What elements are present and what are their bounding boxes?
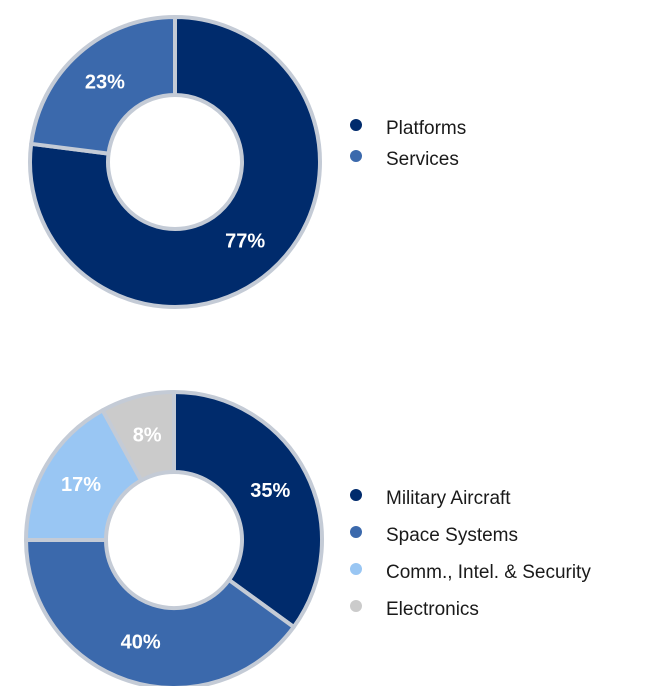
slice-label-space-systems: 40% xyxy=(121,632,161,654)
legend-item-military-aircraft: Military Aircraft xyxy=(350,488,591,510)
legend-label-platforms: Platforms xyxy=(386,118,467,139)
legend-label-space-systems: Space Systems xyxy=(386,525,518,546)
legend-segments: Platforms Services xyxy=(350,118,466,171)
legend-item-services: Services xyxy=(350,149,466,171)
legend-label-comm-intel-security: Comm., Intel. & Security xyxy=(386,562,591,583)
slice-comm-intel-security xyxy=(24,408,144,542)
slice-services xyxy=(29,15,177,156)
legend-label-electronics: Electronics xyxy=(386,599,479,620)
slice-label-comm-intel-security: 17% xyxy=(61,474,101,496)
legend-marker-services xyxy=(350,150,362,162)
slice-electronics xyxy=(100,390,176,483)
slice-space-systems xyxy=(24,538,296,686)
slice-label-electronics: 8% xyxy=(133,424,162,446)
legend-marker-comm-intel-security xyxy=(350,563,362,575)
slice-platforms xyxy=(28,15,322,309)
legend-item-electronics: Electronics xyxy=(350,599,591,621)
slice-label-services: 23% xyxy=(85,71,125,93)
legend-marker-platforms xyxy=(350,119,362,131)
donut-chart-2: 35% 40% 17% 8% xyxy=(24,390,324,686)
slice-military-aircraft xyxy=(172,390,324,629)
donut-chart-1: 77% 23% xyxy=(28,15,322,309)
slice-label-military-aircraft: 35% xyxy=(250,480,290,502)
legend-item-space-systems: Space Systems xyxy=(350,525,591,547)
legend-marker-electronics xyxy=(350,600,362,612)
legend-sectors: Military Aircraft Space Systems Comm., I… xyxy=(350,488,591,621)
legend-label-military-aircraft: Military Aircraft xyxy=(386,488,511,509)
legend-item-comm-intel-security: Comm., Intel. & Security xyxy=(350,562,591,584)
legend-marker-military-aircraft xyxy=(350,489,362,501)
legend-item-platforms: Platforms xyxy=(350,118,466,140)
legend-marker-space-systems xyxy=(350,526,362,538)
legend-label-services: Services xyxy=(386,149,459,170)
slice-label-platforms: 77% xyxy=(225,231,265,253)
